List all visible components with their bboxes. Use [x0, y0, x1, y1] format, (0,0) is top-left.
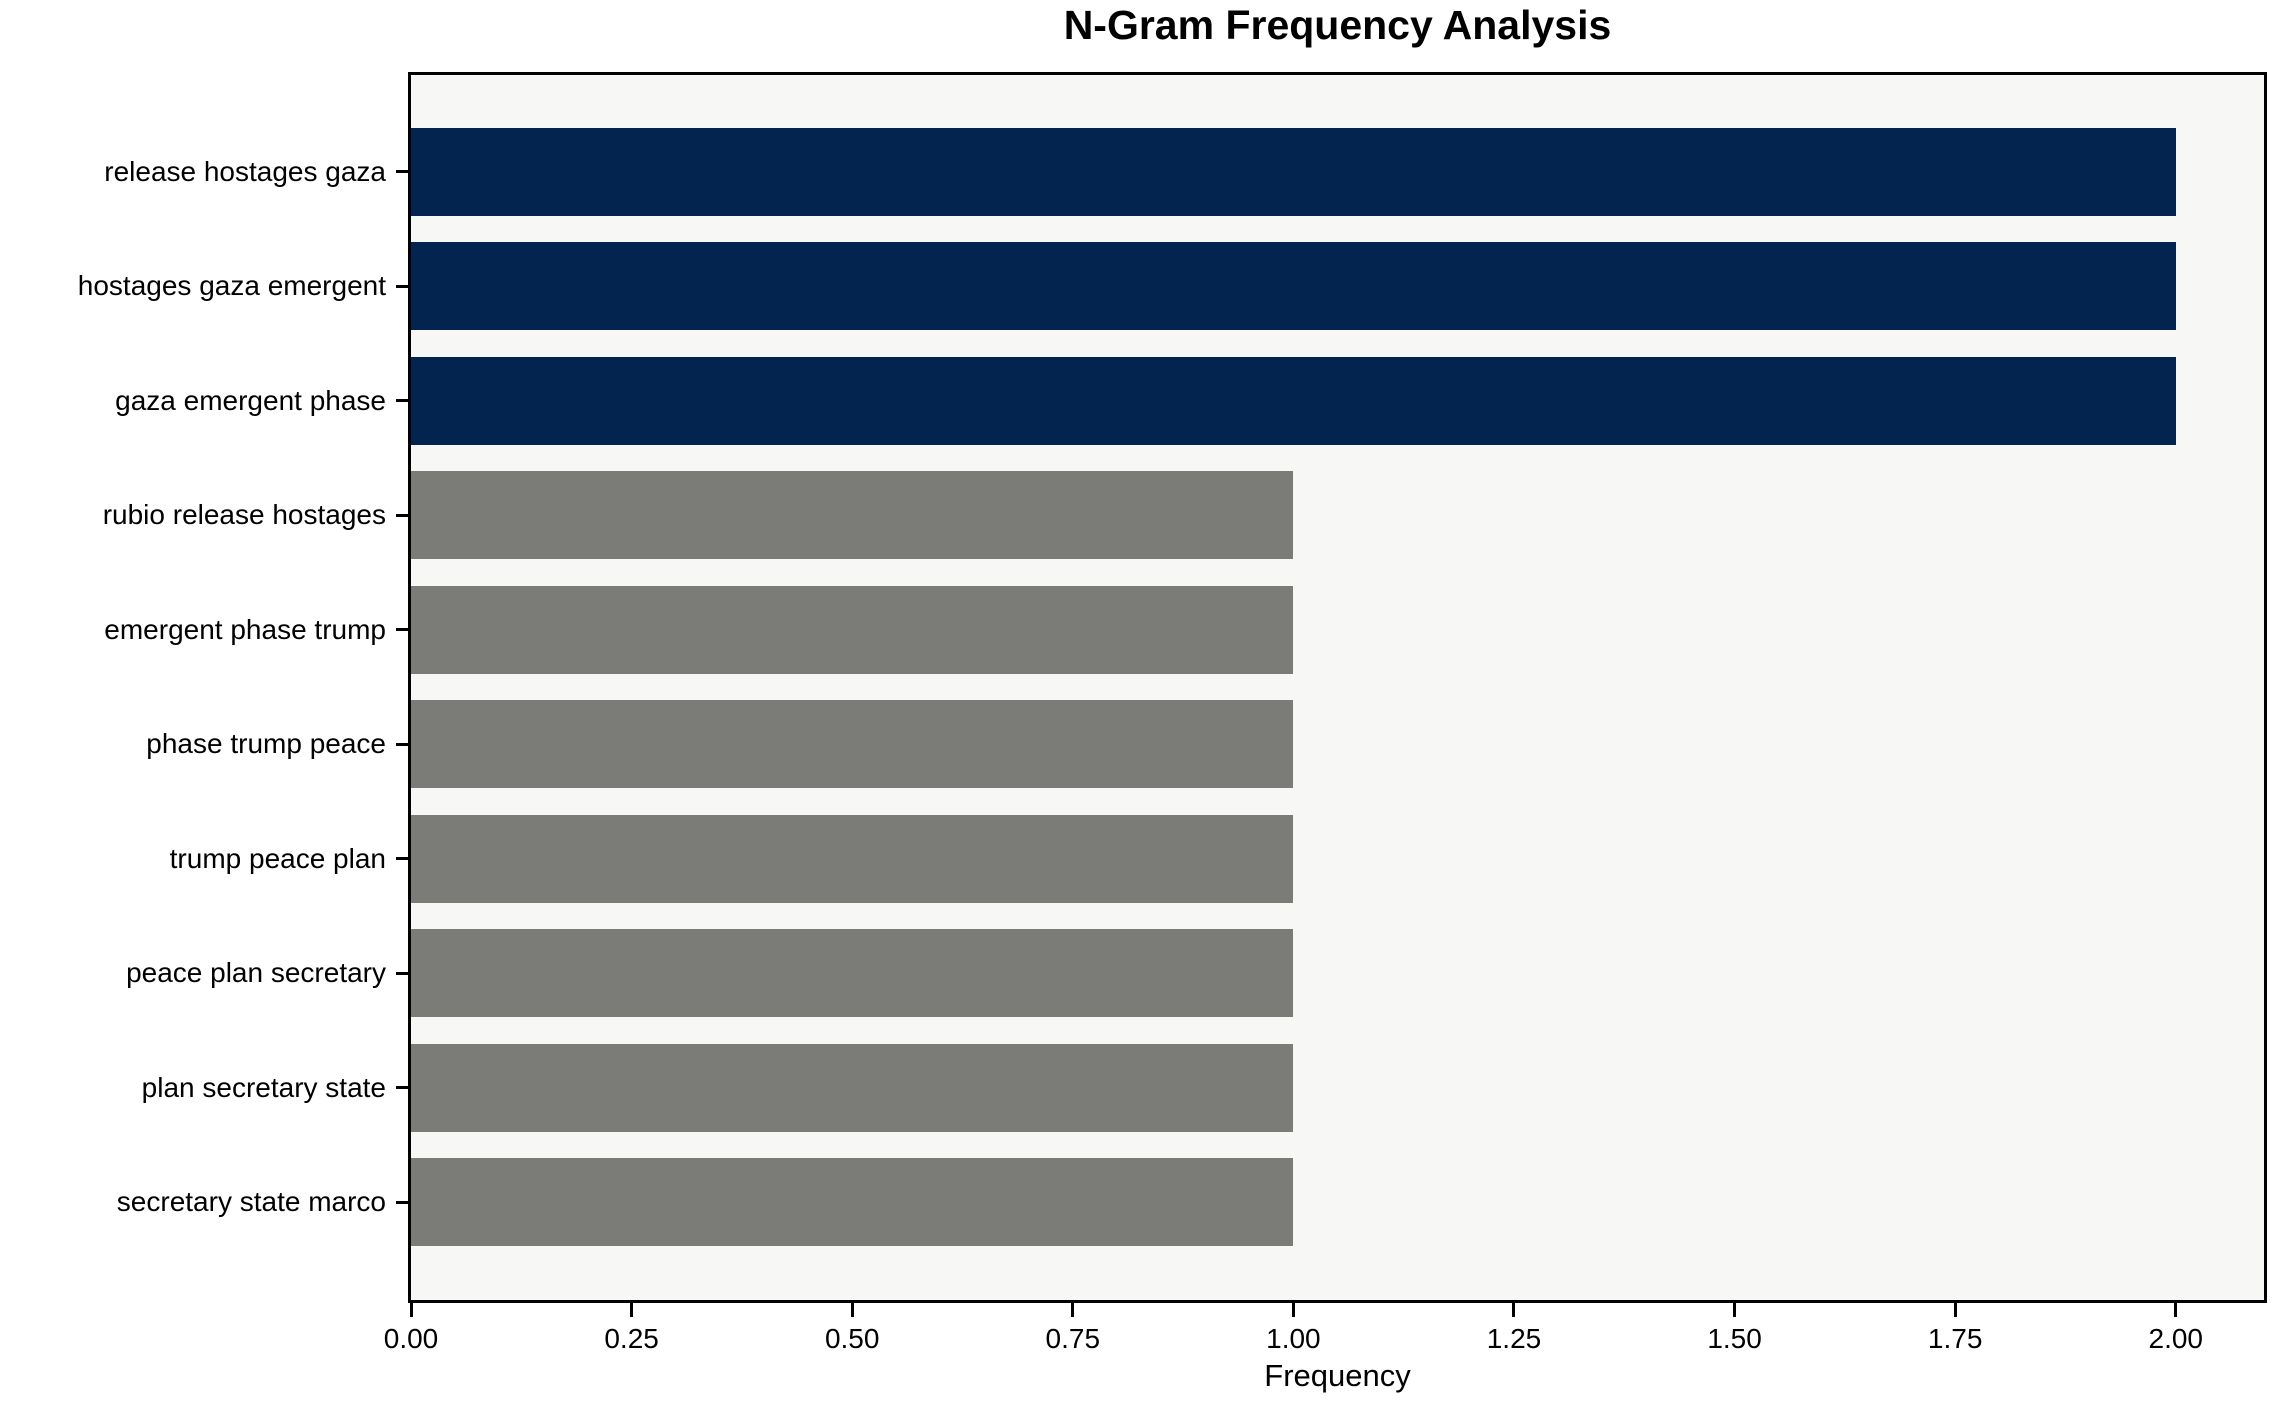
y-tick-label: secretary state marco: [116, 1186, 386, 1217]
y-tick-label: rubio release hostages: [102, 499, 386, 530]
x-tick-label: 0.00: [383, 1323, 439, 1354]
y-tick-mark: [396, 284, 408, 288]
y-tick-label: gaza emergent phase: [115, 384, 386, 416]
bar-emergent-phase-trump: [411, 585, 1294, 674]
x-tick-mark: [1071, 1303, 1075, 1317]
y-tick-mark: [396, 170, 408, 173]
x-tick-mark: [409, 1303, 413, 1317]
x-tick-label: 0.75: [1045, 1323, 1101, 1354]
bar-phase-trump-peace: [411, 700, 1294, 788]
y-tick-label: hostages gaza emergent: [77, 270, 386, 301]
y-tick-label: peace plan secretary: [126, 957, 386, 988]
bar-peace-plan-secretary: [411, 929, 1294, 1017]
bar-release-hostages-gaza: [411, 127, 2176, 216]
bar-rubio-release-hostages: [411, 471, 1294, 559]
y-tick-label: phase trump peace: [146, 728, 386, 759]
bar-secretary-state-marco: [411, 1158, 1294, 1246]
y-tick-label: plan secretary state: [141, 1071, 386, 1103]
chart-title: N-Gram Frequency Analysis: [1063, 2, 1612, 48]
x-tick-label: 2.00: [2148, 1323, 2204, 1354]
x-tick-label: 1.75: [1927, 1323, 1983, 1354]
x-tick-mark: [850, 1303, 854, 1317]
x-tick-label: 0.50: [824, 1323, 880, 1354]
y-tick-mark: [396, 971, 408, 975]
x-tick-mark: [1953, 1303, 1957, 1317]
y-tick-mark: [396, 1200, 408, 1204]
x-tick-mark: [630, 1303, 634, 1317]
x-tick-label: 1.25: [1486, 1323, 1542, 1354]
x-axis-label: Frequency: [1264, 1358, 1411, 1393]
plot-area: [408, 72, 2267, 1303]
y-tick-mark: [396, 628, 408, 631]
y-tick-label: emergent phase trump: [104, 613, 386, 645]
bar-plan-secretary-state: [411, 1043, 1294, 1132]
bar-gaza-emergent-phase: [411, 356, 2176, 445]
x-tick-label: 0.25: [604, 1323, 659, 1354]
y-tick-mark: [396, 857, 408, 860]
x-tick-mark: [1291, 1303, 1295, 1317]
y-tick-mark: [396, 1086, 408, 1089]
y-tick-mark: [396, 513, 408, 517]
y-tick-mark: [396, 399, 408, 402]
x-tick-label: 1.50: [1707, 1323, 1762, 1354]
bar-trump-peace-plan: [411, 814, 1294, 903]
y-tick-label: trump peace plan: [169, 842, 386, 874]
y-tick-mark: [396, 742, 408, 746]
x-tick-mark: [2174, 1303, 2178, 1317]
x-tick-mark: [1733, 1303, 1737, 1317]
y-tick-label: release hostages gaza: [104, 155, 386, 187]
x-tick-label: 1.00: [1266, 1323, 1321, 1354]
x-tick-mark: [1512, 1303, 1516, 1317]
bar-hostages-gaza-emergent: [411, 242, 2176, 330]
